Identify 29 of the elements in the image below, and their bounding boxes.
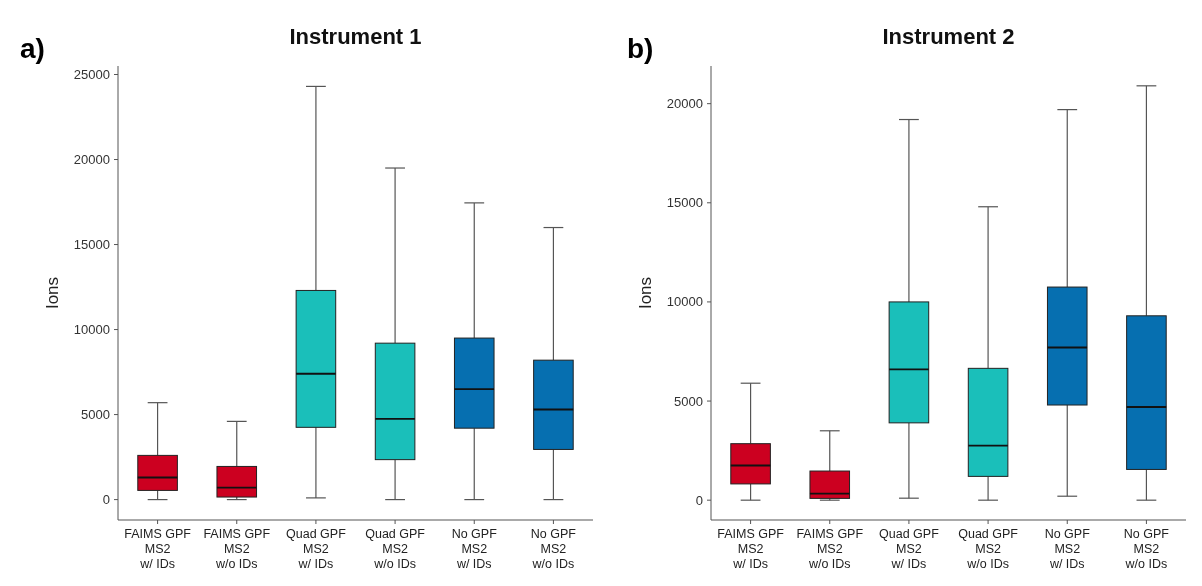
y-tick-label: 0 (695, 492, 703, 508)
x-tick-label: FAIMS GPF MS2 w/ IDs (717, 527, 785, 571)
y-axis-title: Ions (636, 276, 655, 310)
y-tick-label: 10000 (666, 294, 703, 310)
chart-title: Instrument 2 (882, 24, 1015, 49)
x-tick-label: No GPF MS2 w/o IDs (530, 527, 577, 571)
y-tick-label: 15000 (666, 195, 703, 211)
y-tick-label: 10000 (73, 322, 110, 338)
x-tick-label: FAIMS GPF MS2 w/o IDs (203, 527, 271, 571)
x-tick-label: No GPF MS2 w/ IDs (1044, 527, 1091, 571)
x-tick-label: FAIMS GPF MS2 w/ IDs (124, 527, 192, 571)
x-tick-label: Quad GPF MS2 w/o IDs (958, 527, 1019, 571)
x-tick-label: No GPF MS2 w/ IDs (451, 527, 498, 571)
y-tick-label: 20000 (73, 152, 110, 168)
y-tick-label: 0 (102, 492, 110, 508)
x-tick-label: FAIMS GPF MS2 w/o IDs (796, 527, 864, 571)
y-axis-title: Ions (43, 276, 62, 310)
x-tick-label: No GPF MS2 w/o IDs (1123, 527, 1170, 571)
text: b) (627, 33, 654, 64)
y-tick-label: 25000 (73, 67, 110, 83)
y-tick-label: 20000 (666, 96, 703, 112)
chart-title: Instrument 1 (289, 24, 422, 49)
text: a) (20, 33, 45, 64)
x-tick-label: Quad GPF MS2 w/ IDs (286, 527, 347, 571)
y-tick-label: 5000 (674, 393, 703, 409)
y-tick-label: 15000 (73, 237, 110, 253)
y-tick-label: 5000 (81, 407, 110, 423)
x-tick-label: Quad GPF MS2 w/ IDs (879, 527, 940, 571)
x-tick-label: Quad GPF MS2 w/o IDs (365, 527, 426, 571)
